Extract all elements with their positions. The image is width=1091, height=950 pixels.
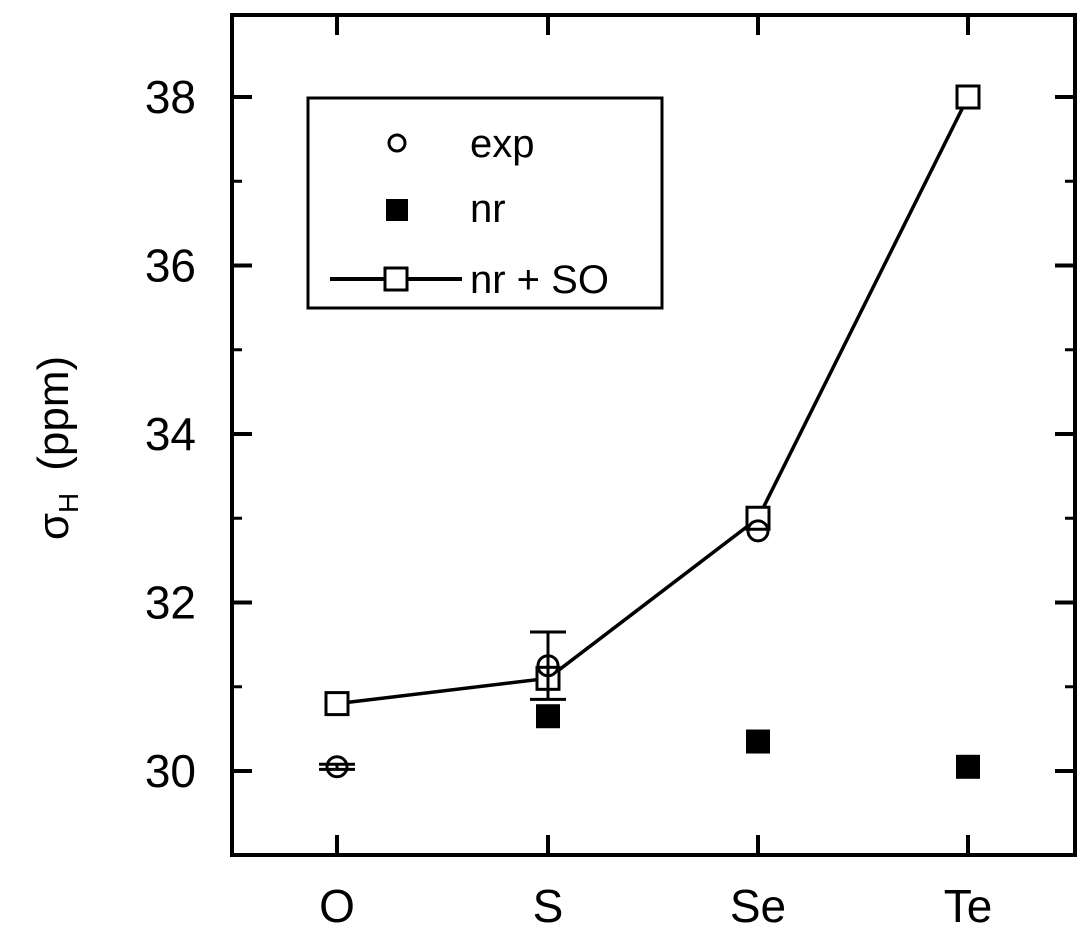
y-tick-label: 30 — [145, 745, 196, 797]
x-tick-label: Se — [730, 880, 786, 932]
nr-point — [956, 754, 980, 779]
legend-label-nr-so: nr + SO — [470, 258, 609, 302]
data-marks — [319, 84, 981, 779]
y-tick-label: 34 — [145, 408, 196, 460]
series-line — [336, 96, 970, 706]
x-tick-label: O — [319, 880, 355, 932]
x-tick-label: S — [533, 880, 564, 932]
legend-marker-nr — [386, 199, 408, 221]
nr-so-point — [955, 84, 981, 110]
y-tick-labels: 30 32 34 36 38 — [145, 71, 196, 797]
y-axis-subscript: H — [53, 493, 84, 513]
legend-label-exp: exp — [470, 122, 535, 166]
legend: exp nr nr + SO — [306, 96, 664, 310]
exp-point — [536, 654, 560, 678]
nr-point — [746, 729, 770, 754]
x-tick-labels: O S Se Te — [319, 880, 992, 932]
axis-ticks — [232, 15, 1075, 855]
exp-point — [746, 519, 770, 543]
legend-label-nr: nr — [470, 187, 506, 231]
nr-so-line — [336, 96, 970, 706]
y-axis-title: σH (ppm) — [29, 356, 84, 540]
legend-box — [306, 96, 664, 310]
legend-marker-exp — [387, 133, 407, 153]
y-axis-symbol: σ — [29, 513, 78, 540]
y-tick-label: 36 — [145, 240, 196, 292]
y-axis-unit: (ppm) — [29, 356, 78, 471]
legend-marker-nr-so — [383, 266, 409, 292]
y-tick-label: 32 — [145, 577, 196, 629]
nr-so-point — [324, 691, 350, 717]
nr-point — [536, 704, 560, 729]
exp-point — [325, 755, 349, 779]
y-tick-label: 38 — [145, 71, 196, 123]
x-tick-label: Te — [944, 880, 993, 932]
